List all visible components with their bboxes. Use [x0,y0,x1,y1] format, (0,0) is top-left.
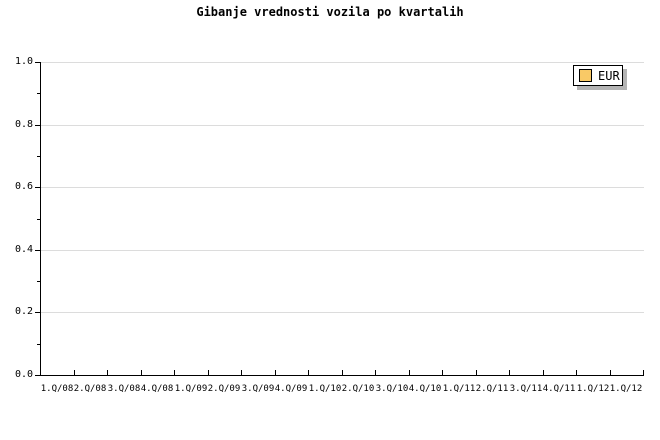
x-axis-tick [610,370,611,375]
x-axis-label: 3.Q/11 [509,384,543,394]
y-minor-tick [37,156,40,157]
legend-swatch-eur [579,69,592,82]
x-axis-label: 1.Q/08 [40,384,74,394]
x-axis-label: 4.Q/11 [542,384,576,394]
y-major-tick [35,375,40,376]
y-minor-tick [37,219,40,220]
x-axis-label: 2.Q/10 [341,384,375,394]
x-axis-tick [74,370,75,375]
y-major-tick [35,125,40,126]
y-minor-tick [37,281,40,282]
y-axis-label: 0.0 [14,369,33,380]
x-axis-tick [643,370,644,375]
x-axis-tick [208,370,209,375]
x-axis-label: 3.Q/10 [375,384,409,394]
x-axis-tick [275,370,276,375]
legend-label-eur: EUR [598,68,620,83]
x-axis-tick [576,370,577,375]
x-axis-label: 2.Q/11 [475,384,509,394]
x-axis-tick [141,370,142,375]
chart-title: Gibanje vrednosti vozila po kvartalih [196,5,464,19]
y-gridline [41,312,644,313]
x-axis-label: 1.Q/10 [308,384,342,394]
y-minor-tick [37,344,40,345]
x-axis-label: 4.Q/10 [408,384,442,394]
x-axis-label: 2.Q/09 [207,384,241,394]
y-minor-tick [37,93,40,94]
y-axis-label: 1.0 [14,56,33,67]
x-axis-label: 4.Q/09 [274,384,308,394]
x-axis-tick [241,370,242,375]
x-axis-label: 1.Q/12 [609,384,643,394]
y-major-tick [35,187,40,188]
plot-area [35,62,644,376]
y-axis-label: 0.6 [14,181,33,192]
x-axis-tick [375,370,376,375]
y-gridline [41,250,644,251]
x-axis-tick [442,370,443,375]
x-axis-label: 3.Q/08 [107,384,141,394]
x-axis-tick [543,370,544,375]
y-major-tick [35,312,40,313]
x-axis-label: 2.Q/08 [73,384,107,394]
x-axis-tick [107,370,108,375]
x-axis-tick [174,370,175,375]
x-axis-tick [342,370,343,375]
y-gridline [41,125,644,126]
x-axis-label: 1.Q/09 [174,384,208,394]
y-axis-label: 0.4 [14,244,33,255]
legend: EUR [573,65,623,86]
x-axis-label: 1.Q/11 [442,384,476,394]
x-axis-tick [509,370,510,375]
x-axis-tick [308,370,309,375]
y-axis-label: 0.8 [14,119,33,130]
y-axis-label: 0.2 [14,306,33,317]
y-gridline [41,62,644,63]
x-axis-label: 3.Q/09 [241,384,275,394]
x-axis-label: 1.Q/12 [576,384,610,394]
y-major-tick [35,250,40,251]
x-axis-label: 4.Q/08 [140,384,174,394]
x-axis-tick [409,370,410,375]
x-axis-tick [476,370,477,375]
y-major-tick [35,62,40,63]
y-gridline [41,187,644,188]
